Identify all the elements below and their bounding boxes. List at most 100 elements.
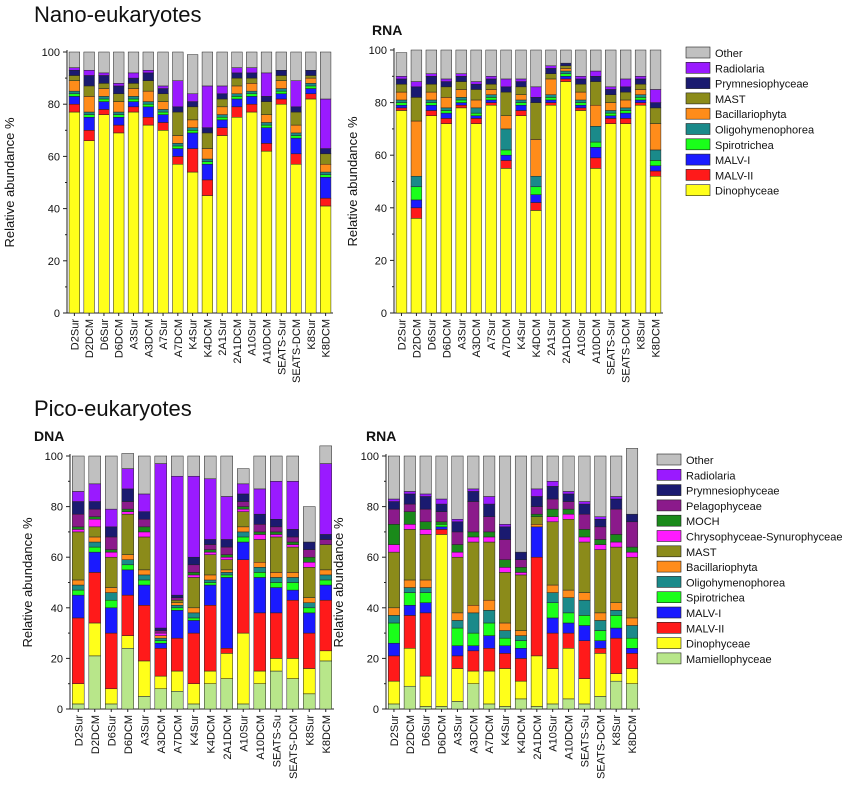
nano-rna-bar-segment: [545, 94, 557, 98]
pico-dna-bar-segment: [121, 554, 134, 560]
pico-rna-bar-segment: [578, 541, 591, 593]
pico-dna-bar-segment: [138, 493, 151, 512]
nano-rna-bar-segment: [515, 102, 527, 106]
pico-dna-bar-segment: [105, 455, 118, 510]
pico-rna-bar-segment: [451, 645, 464, 657]
nano-rna-bar-segment: [575, 91, 587, 101]
pico-rna-x-tick-label: K8DCM: [627, 715, 639, 754]
pico-rna-bar-segment: [483, 635, 496, 649]
pico-dna-bar-segment: [72, 584, 85, 591]
pico-dna-bar-segment: [72, 455, 85, 492]
nano-rna-bar-segment: [620, 78, 632, 88]
pico-dna-bar-segment: [121, 508, 134, 512]
pico-rna-bar-segment: [578, 592, 591, 601]
pico-rna-bar-segment: [483, 503, 496, 517]
nano-rna-bar-segment: [560, 62, 572, 67]
nano-rna-y-tick-label: 40: [375, 203, 387, 215]
pico-dna-bar-segment: [154, 637, 167, 641]
nano-dna-bar-segment: [157, 88, 169, 95]
nano-rna-legend-swatch: [685, 61, 711, 74]
pico-dna-x-tick-label: SEATS-Su: [271, 715, 283, 767]
pico-rna-bar-segment: [610, 455, 623, 497]
nano-dna-bar-segment: [157, 114, 169, 123]
nano-rna-bar-segment: [530, 102, 542, 140]
pico-rna-bar-segment: [562, 632, 575, 649]
nano-rna-bar-segment: [530, 139, 542, 177]
nano-dna-bar-segment: [275, 90, 287, 95]
nano-dna-bar-segment: [68, 67, 80, 71]
nano-dna-x-tick-label: K8DCM: [321, 319, 333, 358]
pico-rna-legend-swatch: [656, 606, 682, 619]
nano-rna-bar-segment: [605, 102, 617, 111]
pico-rna-legend-swatch: [656, 621, 682, 634]
nano-rna-bar-segment: [440, 112, 452, 119]
pico-dna-bar-segment: [105, 592, 118, 601]
nano-rna-bar-segment: [590, 76, 602, 82]
pico-dna-bar-segment: [121, 468, 134, 490]
nano-dna-bar-segment: [275, 51, 287, 71]
nano-rna-bar-segment: [649, 123, 662, 151]
pico-rna-bar-segment: [499, 559, 512, 568]
pico-rna-bar-segment: [562, 491, 575, 495]
nano-dna-bar-segment: [305, 75, 317, 79]
nano-rna-bar-segment: [485, 94, 497, 98]
pico-rna-bar-segment: [451, 612, 464, 621]
nano-rna-bar-segment: [620, 49, 632, 80]
pico-rna-x-tick-label: K4DCM: [516, 715, 528, 754]
pico-dna-bar-segment: [303, 549, 316, 558]
pico-rna-x-tick-label: K4Sur: [500, 715, 512, 746]
pico-rna-bar-segment: [387, 642, 400, 657]
nano-dna-bar-segment: [305, 93, 317, 100]
nano-dna-bar-segment: [172, 145, 184, 149]
nano-rna-bar-segment: [649, 175, 662, 314]
nano-dna-x-tick-label: K8Sur: [306, 319, 318, 350]
nano-rna-bar-segment: [575, 107, 587, 111]
pico-rna-bar-segment: [483, 599, 496, 611]
pico-rna-y-tick-label: 40: [367, 603, 379, 615]
nano-rna-bar-segment: [590, 126, 602, 143]
pico-dna-x-tick-label: D6Sur: [106, 715, 118, 747]
pico-rna-bar-segment: [387, 498, 400, 502]
nano-dna-x-tick-label: D6Sur: [99, 319, 111, 351]
pico-dna-bar-segment: [237, 703, 250, 710]
pico-rna-bar-segment: [594, 653, 607, 697]
pico-rna-bar-segment: [499, 622, 512, 631]
nano-dna-bar-segment: [320, 98, 332, 149]
nano-rna-bar-segment: [455, 73, 467, 77]
pico-rna-bar-segment: [514, 698, 527, 710]
nano-dna-bar-segment: [127, 88, 140, 97]
pico-dna-bar-segment: [237, 493, 250, 502]
pico-rna-bar-segment: [467, 541, 480, 606]
pico-dna-x-tick-label: D6DCM: [123, 715, 135, 754]
pico-dna-bar-segment: [171, 594, 184, 598]
nano-dna-bar-segment: [127, 96, 140, 100]
pico-dna-bar-segment: [237, 541, 250, 560]
nano-dna-x-tick-label: A7Sur: [158, 319, 170, 350]
pico-rna-bar-segment: [626, 551, 639, 558]
nano-dna-bar-segment: [201, 195, 213, 314]
nano-rna-bar-segment: [515, 94, 527, 101]
nano-rna-bar-segment: [575, 104, 587, 109]
pico-dna-bar-segment: [88, 655, 101, 710]
nano-rna-bar-segment: [590, 141, 602, 148]
pico-dna-bar-segment: [286, 529, 299, 538]
nano-rna-legend-swatch: [685, 46, 711, 59]
pico-rna-bar-segment: [546, 521, 559, 586]
pico-rna-bar-segment: [562, 597, 575, 614]
nano-dna-bar-segment: [305, 51, 317, 71]
nano-rna-x-tick-label: 2A1Sur: [546, 319, 558, 356]
pico-rna-bar-segment: [387, 680, 400, 705]
pico-rna-x-tick-label: D2DCM: [405, 715, 417, 754]
pico-dna-bar-segment: [286, 589, 299, 601]
pico-dna-bar-segment: [187, 703, 200, 710]
pico-dna-bar-segment: [105, 536, 118, 550]
nano-rna-bar-segment: [470, 123, 482, 314]
nano-rna-bar-segment: [530, 86, 542, 98]
nano-rna-bar-segment: [530, 194, 542, 203]
nano-rna-bar-segment: [410, 97, 423, 122]
pico-dna-bar-segment: [138, 569, 151, 576]
pico-rna-bar-segment: [530, 496, 543, 507]
pico-dna-bar-segment: [72, 501, 85, 515]
pico-dna-bar-segment: [303, 668, 316, 695]
